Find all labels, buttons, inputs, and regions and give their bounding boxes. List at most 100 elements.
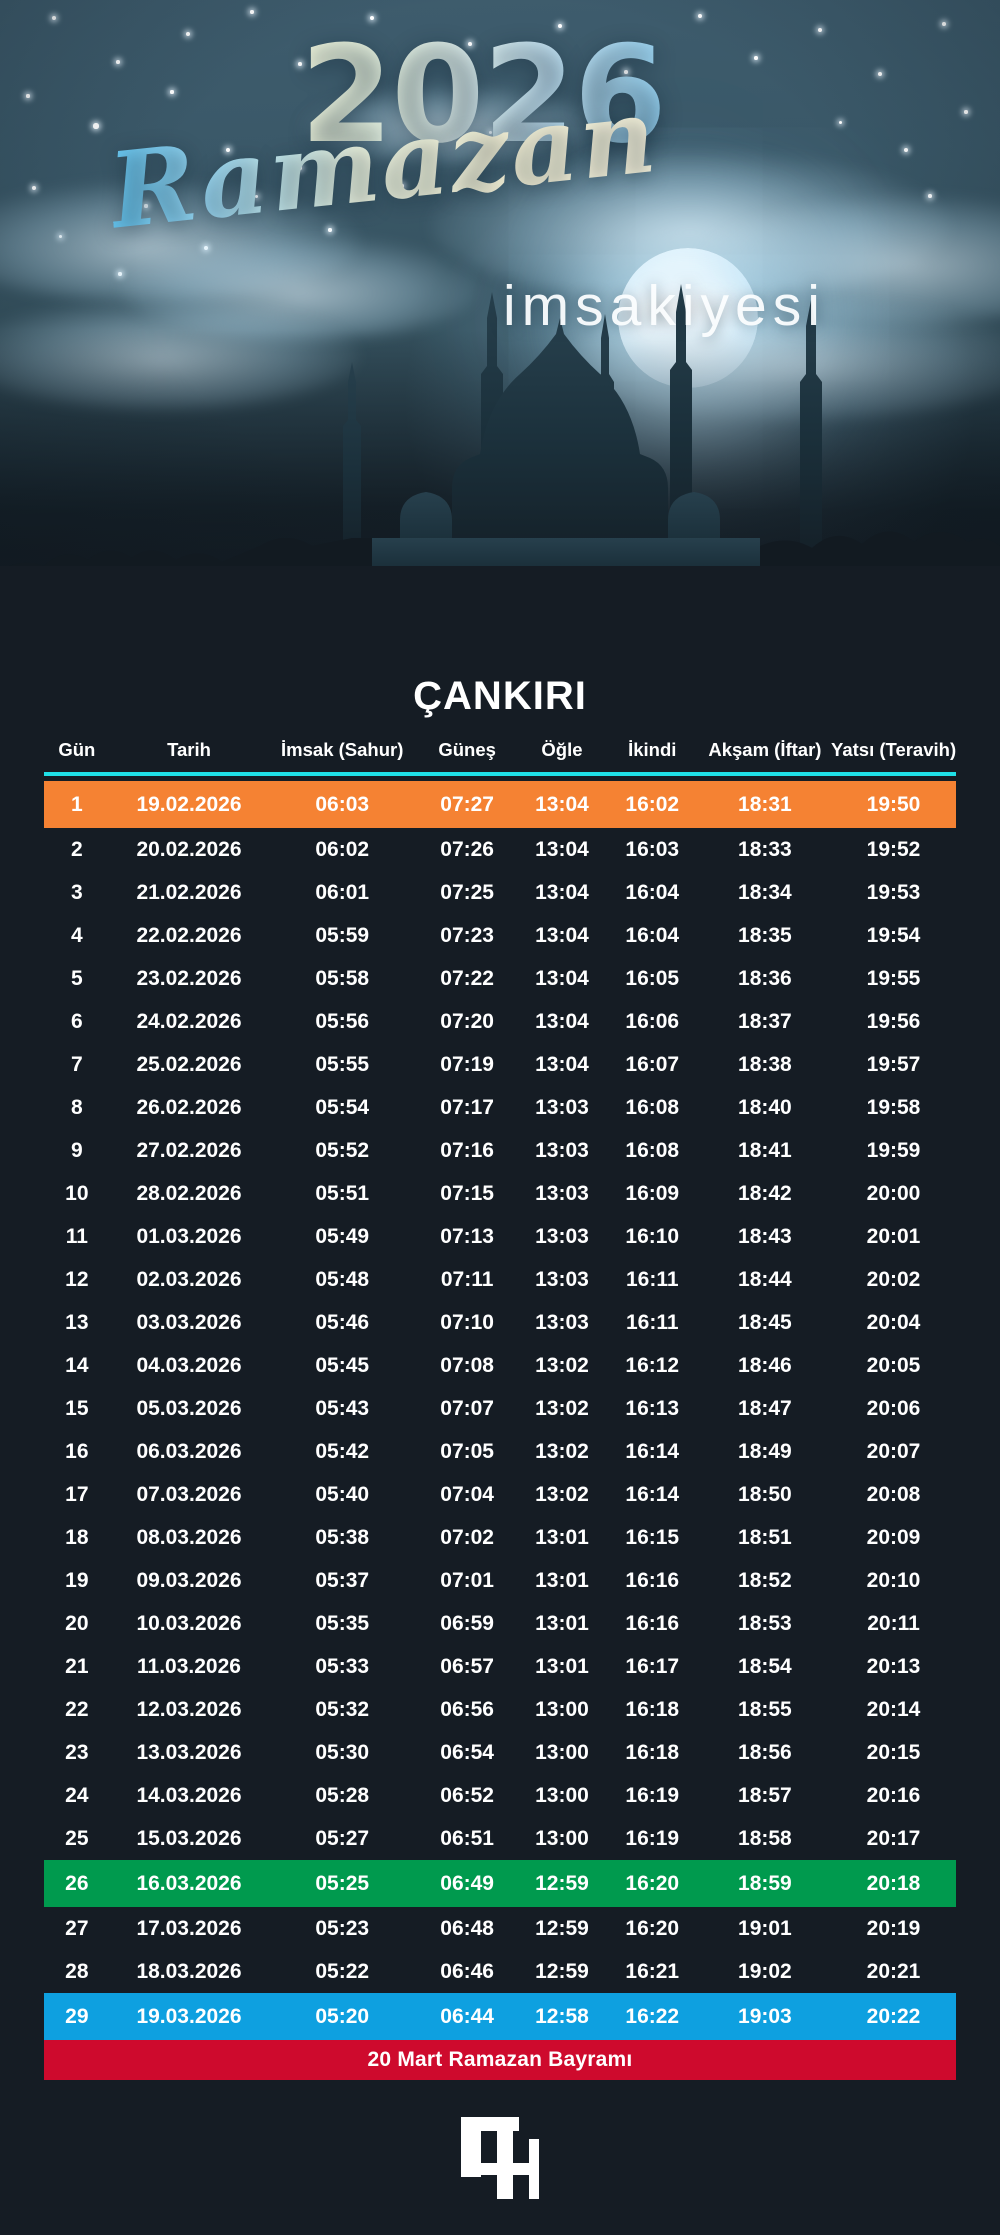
table-row[interactable]: 21 11.03.2026 05:33 06:57 13:01 16:17 18:54 20:… (44, 1645, 956, 1688)
table-row[interactable]: 5 23.02.2026 05:58 07:22 13:04 16:05 18:36 19:5… (44, 957, 956, 1000)
column-header-gun: Gün (58, 739, 96, 760)
table-row[interactable]: 17 07.03.2026 05:40 07:04 13:02 16:14 18:50 20:… (44, 1473, 956, 1516)
column-header-ikindi: İkindi (628, 739, 677, 760)
cell-gunes: 07:10 (440, 1310, 494, 1334)
table-row[interactable]: 6 24.02.2026 05:56 07:20 13:04 16:06 18:37 19:5… (44, 1000, 956, 1043)
cell-gun: 13 (65, 1310, 89, 1334)
cell-ikindi: 16:08 (625, 1138, 680, 1162)
table-row[interactable]: 10 28.02.2026 05:51 07:15 13:03 16:09 18:42 20:… (44, 1172, 956, 1215)
cell-gun: 6 (70, 1009, 83, 1033)
table-row[interactable]: 26 16.03.2026 05:25 06:49 12:59 16:20 18:59 20:… (44, 1860, 956, 1907)
cell-tarih: 14.03.2026 (136, 1783, 242, 1807)
cell-aksam: 18:49 (738, 1439, 792, 1463)
table-row[interactable]: 28 18.03.2026 05:22 06:46 12:59 16:21 19:02 20:… (44, 1950, 956, 1993)
table-row[interactable]: 16 06.03.2026 05:42 07:05 13:02 16:14 18:49 20:… (44, 1430, 956, 1473)
table-row[interactable]: 27 17.03.2026 05:23 06:48 12:59 16:20 19:01 20:… (44, 1907, 956, 1950)
table-row[interactable]: 13 03.03.2026 05:46 07:10 13:03 16:11 18:45 20:… (44, 1301, 956, 1344)
cell-ogle: 13:03 (535, 1095, 589, 1119)
cell-tarih: 28.02.2026 (136, 1181, 242, 1205)
table-row[interactable]: 29 19.03.2026 05:20 06:44 12:58 16:22 19:03 20:… (44, 1993, 956, 2040)
cell-ogle: 13:02 (535, 1353, 589, 1377)
cell-gun: 4 (70, 923, 83, 947)
h-logo-icon[interactable] (461, 2117, 539, 2199)
cell-yatsi: 19:59 (866, 1138, 921, 1162)
cell-tarih: 24.02.2026 (136, 1009, 242, 1033)
header-row: Gün Tarih İmsak (Sahur) Güneş Öğle İkind… (44, 735, 956, 772)
cell-imsak: 05:40 (315, 1482, 370, 1506)
cell-gunes: 06:51 (440, 1826, 494, 1850)
cell-gunes: 07:26 (440, 837, 494, 861)
cell-imsak: 05:55 (315, 1052, 370, 1076)
cell-gunes: 07:13 (440, 1224, 494, 1248)
cell-imsak: 05:49 (315, 1224, 370, 1248)
table-row[interactable]: 2 20.02.2026 06:02 07:26 13:04 16:03 18:33 19:5… (44, 828, 956, 871)
table-row[interactable]: 22 12.03.2026 05:32 06:56 13:00 16:18 18:55 20:… (44, 1688, 956, 1731)
table-row[interactable]: 14 04.03.2026 05:45 07:08 13:02 16:12 18:46 20:… (44, 1344, 956, 1387)
footer (0, 2085, 1000, 2235)
table-row[interactable]: 3 21.02.2026 06:01 07:25 13:04 16:04 18:34 19:5… (44, 871, 956, 914)
bayram-banner: 20 Mart Ramazan Bayramı (44, 2040, 956, 2080)
cell-gun: 17 (65, 1482, 89, 1506)
table-row[interactable]: 9 27.02.2026 05:52 07:16 13:03 16:08 18:41 19:5… (44, 1129, 956, 1172)
cell-ogle: 13:01 (535, 1611, 589, 1635)
cell-ikindi: 16:02 (625, 792, 680, 816)
cell-gunes: 07:25 (440, 880, 494, 904)
cell-aksam: 18:37 (738, 1009, 792, 1033)
table-row[interactable]: 24 14.03.2026 05:28 06:52 13:00 16:19 18:57 20:… (44, 1774, 956, 1817)
table-row[interactable]: 15 05.03.2026 05:43 07:07 13:02 16:13 18:47 20:… (44, 1387, 956, 1430)
cell-tarih: 27.02.2026 (136, 1138, 242, 1162)
table-row[interactable]: 20 10.03.2026 05:35 06:59 13:01 16:16 18:53 20:… (44, 1602, 956, 1645)
table-row[interactable]: 19 09.03.2026 05:37 07:01 13:01 16:16 18:52 20:… (44, 1559, 956, 1602)
cell-tarih: 06.03.2026 (136, 1439, 242, 1463)
cell-tarih: 26.02.2026 (136, 1095, 242, 1119)
cell-ogle: 13:03 (535, 1310, 589, 1334)
table-row[interactable]: 23 13.03.2026 05:30 06:54 13:00 16:18 18:56 20:… (44, 1731, 956, 1774)
cell-gunes: 07:20 (440, 1009, 494, 1033)
cell-yatsi: 19:53 (866, 880, 921, 904)
cell-ikindi: 16:14 (625, 1482, 680, 1506)
cell-yatsi: 20:21 (866, 1959, 921, 1983)
cell-imsak: 05:23 (315, 1916, 370, 1940)
cell-tarih: 03.03.2026 (136, 1310, 242, 1334)
cell-tarih: 25.02.2026 (136, 1052, 242, 1076)
table-row[interactable]: 4 22.02.2026 05:59 07:23 13:04 16:04 18:35 19:5… (44, 914, 956, 957)
cell-aksam: 18:50 (738, 1482, 792, 1506)
table-row[interactable]: 18 08.03.2026 05:38 07:02 13:01 16:15 18:51 20:… (44, 1516, 956, 1559)
table-row[interactable]: 11 01.03.2026 05:49 07:13 13:03 16:10 18:43 20:… (44, 1215, 956, 1258)
cell-aksam: 18:43 (738, 1224, 792, 1248)
cell-gun: 21 (65, 1654, 89, 1678)
cell-yatsi: 20:22 (866, 2004, 921, 2028)
cell-aksam: 18:57 (738, 1783, 792, 1807)
cell-yatsi: 20:19 (866, 1916, 921, 1940)
cell-aksam: 18:36 (738, 966, 792, 990)
cell-gun: 7 (70, 1052, 83, 1076)
cell-aksam: 18:33 (738, 837, 792, 861)
cell-ogle: 12:59 (535, 1916, 589, 1940)
cell-ikindi: 16:11 (625, 1267, 679, 1291)
cell-imsak: 05:45 (315, 1353, 370, 1377)
table-row[interactable]: 8 26.02.2026 05:54 07:17 13:03 16:08 18:40 19:5… (44, 1086, 956, 1129)
cell-gun: 12 (65, 1267, 89, 1291)
cell-gun: 25 (65, 1826, 89, 1850)
cell-gun: 22 (65, 1697, 89, 1721)
cell-ikindi: 16:04 (625, 923, 680, 947)
cell-ogle: 13:04 (535, 966, 589, 990)
cell-yatsi: 20:09 (866, 1525, 921, 1549)
cell-aksam: 18:31 (738, 792, 792, 816)
cell-gun: 14 (65, 1353, 89, 1377)
cell-tarih: 05.03.2026 (136, 1396, 242, 1420)
cell-tarih: 17.03.2026 (136, 1916, 242, 1940)
cell-ogle: 13:00 (535, 1697, 589, 1721)
table-row[interactable]: 1 19.02.2026 06:03 07:27 13:04 16:02 18:31 19:5… (44, 781, 956, 828)
table-row[interactable]: 25 15.03.2026 05:27 06:51 13:00 16:19 18:58 20:… (44, 1817, 956, 1860)
table-row[interactable]: 12 02.03.2026 05:48 07:11 13:03 16:11 18:44 20:… (44, 1258, 956, 1301)
cell-gunes: 07:11 (440, 1267, 494, 1291)
column-header-gunes: Güneş (438, 739, 496, 760)
cell-ogle: 13:03 (535, 1224, 589, 1248)
cell-gunes: 06:57 (440, 1654, 494, 1678)
cell-ogle: 12:59 (535, 1871, 589, 1895)
cell-gun: 29 (65, 2004, 89, 2028)
cell-gun: 18 (65, 1525, 89, 1549)
table-row[interactable]: 7 25.02.2026 05:55 07:19 13:04 16:07 18:38 19:5… (44, 1043, 956, 1086)
cell-ikindi: 16:20 (625, 1916, 680, 1940)
